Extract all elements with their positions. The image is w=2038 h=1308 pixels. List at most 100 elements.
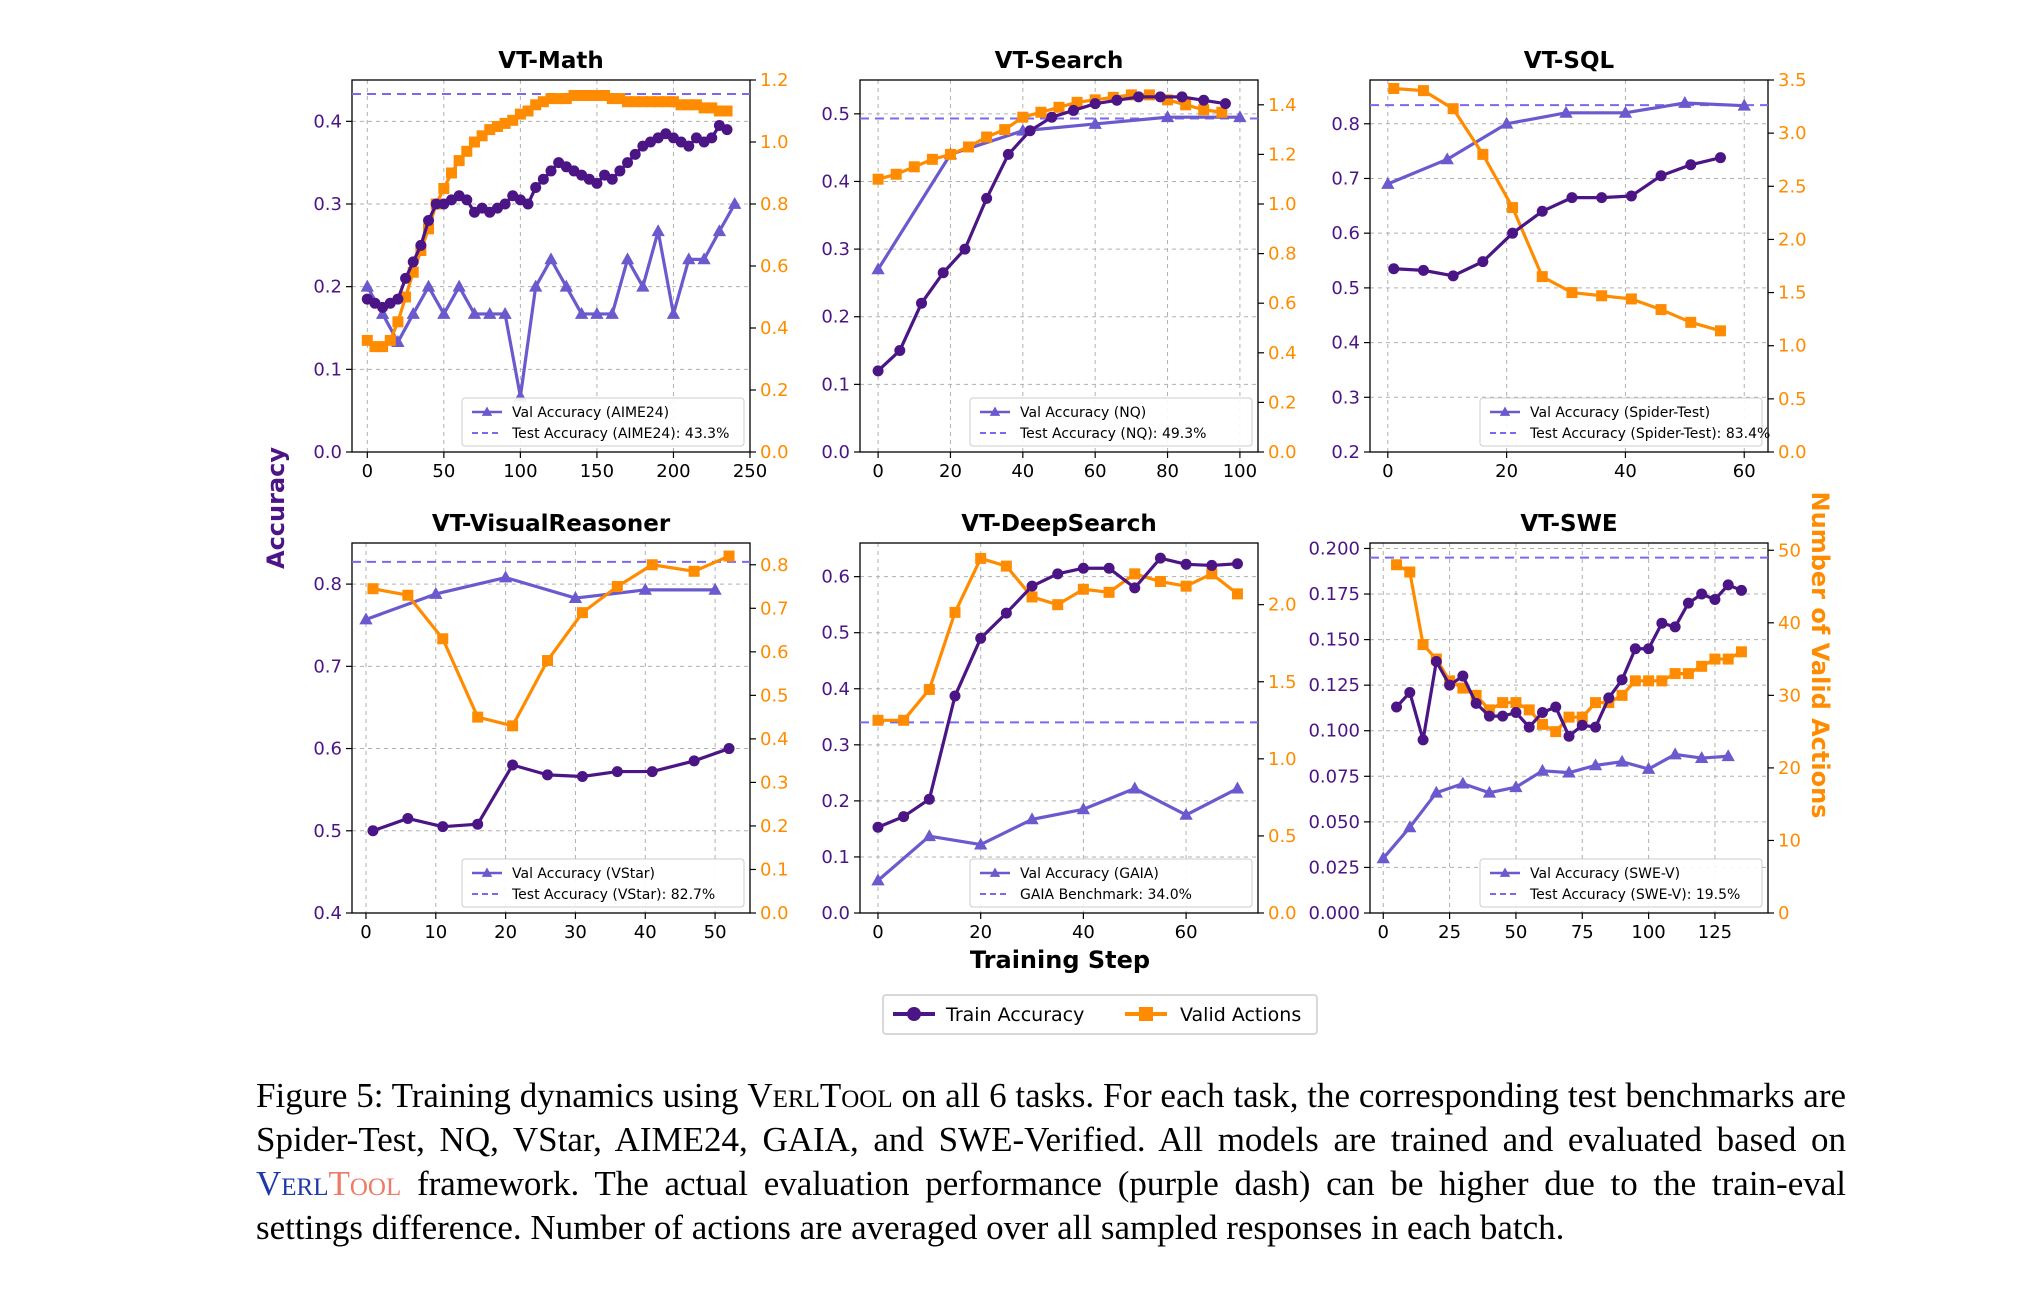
y2-tick-label: 0.1 bbox=[760, 859, 789, 880]
x-tick-label: 80 bbox=[1156, 461, 1179, 482]
chart-6: 0 25 50 75 100 1250.0000.0250.0500.0750.1000.… bbox=[1308, 511, 1800, 943]
valid-actions-point bbox=[1576, 711, 1588, 723]
x-tick-label: 250 bbox=[733, 461, 767, 482]
x-tick-label: 10 bbox=[424, 922, 447, 943]
y2-tick-label: 0.8 bbox=[1268, 244, 1297, 265]
train-accuracy-point bbox=[1714, 152, 1726, 164]
val-accuracy-point bbox=[651, 224, 665, 237]
chart-title: VT-VisualReasoner bbox=[432, 511, 671, 537]
x-tick-label: 60 bbox=[1084, 461, 1107, 482]
train-accuracy-point bbox=[591, 177, 603, 189]
valid-actions-point bbox=[1483, 704, 1495, 716]
valid-actions-point bbox=[437, 633, 449, 645]
y-tick-label: 0.2 bbox=[821, 791, 850, 812]
train-accuracy-point bbox=[1103, 562, 1115, 574]
y-tick-label: 0.1 bbox=[821, 374, 850, 395]
train-accuracy-line bbox=[372, 747, 730, 833]
train-accuracy-point bbox=[472, 818, 484, 830]
valid-actions-line bbox=[1395, 563, 1743, 734]
valid-actions-point bbox=[1180, 580, 1192, 592]
y-tick-label: 0.4 bbox=[313, 111, 342, 132]
valid-actions-point bbox=[400, 291, 412, 303]
val-accuracy-point bbox=[429, 586, 443, 599]
valid-actions-point bbox=[1536, 271, 1548, 283]
valid-actions-point bbox=[944, 148, 956, 160]
train-accuracy-point bbox=[723, 743, 735, 755]
legend-test-label: Test Accuracy (VStar): 82.7% bbox=[511, 887, 715, 903]
y2-tick-label: 0.0 bbox=[760, 903, 789, 924]
train-accuracy-point bbox=[872, 821, 884, 833]
x-tick-label: 0 bbox=[360, 922, 371, 943]
train-accuracy-point bbox=[975, 632, 987, 644]
legend-val-label: Val Accuracy (AIME24) bbox=[512, 405, 669, 421]
val-accuracy-point bbox=[871, 873, 885, 886]
caption-text-1: Training dynamics using bbox=[383, 1076, 748, 1115]
y-tick-label: 0.5 bbox=[821, 623, 850, 644]
train-accuracy-point bbox=[688, 755, 700, 767]
x-tick-label: 100 bbox=[503, 461, 537, 482]
valid-actions-point bbox=[646, 559, 658, 571]
valid-actions-point bbox=[1071, 96, 1083, 108]
train-accuracy-point bbox=[1052, 568, 1064, 580]
valid-actions-point bbox=[923, 683, 935, 695]
valid-actions-point bbox=[392, 316, 404, 328]
train-accuracy-point bbox=[1576, 719, 1588, 731]
train-accuracy-point bbox=[1735, 584, 1747, 596]
train-accuracy-point bbox=[1510, 707, 1522, 719]
legend-val-marker bbox=[481, 406, 493, 416]
val-accuracy-point bbox=[1376, 851, 1390, 864]
train-accuracy-point bbox=[1447, 270, 1459, 282]
x-tick-label: 125 bbox=[1698, 922, 1732, 943]
valid-actions-line bbox=[877, 93, 1223, 181]
valid-actions-point bbox=[611, 581, 623, 593]
panel-legend-box bbox=[1479, 858, 1763, 908]
val-accuracy-point bbox=[467, 306, 482, 319]
valid-actions-point bbox=[522, 105, 534, 117]
train-accuracy-point bbox=[430, 198, 442, 210]
valid-actions-point bbox=[568, 90, 580, 101]
chart-3: 0 20 40 60 0.2 0.3 0.4 0.5 0.6 0.7 0.8 0.0 0.5 1.0 1.5… bbox=[1331, 48, 1806, 482]
y-tick-label: 0.4 bbox=[313, 903, 342, 924]
valid-actions-point bbox=[438, 183, 450, 194]
y-tick-label: 0.2 bbox=[313, 277, 342, 298]
train-accuracy-point bbox=[1133, 91, 1145, 103]
val-accuracy-point bbox=[1721, 749, 1735, 762]
train-accuracy-point bbox=[530, 181, 542, 193]
train-accuracy-point bbox=[611, 766, 623, 778]
valid-actions-point bbox=[499, 117, 511, 129]
y2-tick-label: 2.0 bbox=[1268, 595, 1297, 616]
legend-train-label: Train Accuracy bbox=[945, 1004, 1084, 1026]
y-tick-label: 0.3 bbox=[821, 239, 850, 260]
train-accuracy-point bbox=[1685, 159, 1697, 171]
valid-actions-point bbox=[683, 99, 695, 111]
valid-actions-point bbox=[402, 589, 414, 601]
val-accuracy-point bbox=[1076, 802, 1091, 815]
train-accuracy-point bbox=[522, 198, 534, 210]
valid-actions-point bbox=[706, 102, 718, 114]
valid-actions-point bbox=[629, 96, 641, 108]
y2-tick-label: 0.2 bbox=[1268, 392, 1297, 413]
valid-actions-point bbox=[369, 341, 381, 353]
caption-verltool: VerlTool bbox=[747, 1076, 893, 1115]
y2-tick-label: 0.5 bbox=[1778, 389, 1807, 410]
valid-actions-point bbox=[675, 99, 687, 111]
chart-panels: 0 50 100 150 200 2500.00.10.20.30.40.00.20.40… bbox=[313, 48, 1806, 943]
caption-text-2: on all 6 tasks. For each task, the corre… bbox=[256, 1076, 1847, 1159]
valid-actions-point bbox=[560, 93, 572, 105]
val-accuracy-point bbox=[1233, 110, 1247, 123]
legend-val-label: Val Accuracy (VStar) bbox=[512, 866, 655, 882]
train-accuracy-point bbox=[1507, 227, 1519, 239]
valid-actions-point bbox=[1417, 85, 1429, 97]
val-accuracy-line bbox=[1382, 752, 1729, 860]
train-accuracy-point bbox=[1696, 588, 1708, 600]
val-accuracy-point bbox=[1562, 765, 1576, 778]
y2-tick-label: 0.8 bbox=[760, 555, 789, 576]
valid-actions-point bbox=[1035, 106, 1047, 118]
train-accuracy-point bbox=[1523, 721, 1535, 733]
valid-actions-point bbox=[507, 720, 519, 732]
panel-legend-box bbox=[1479, 397, 1763, 447]
valid-actions-point bbox=[1077, 583, 1089, 595]
valid-actions-point bbox=[1391, 559, 1403, 571]
y-tick-label: 0.075 bbox=[1308, 766, 1360, 787]
y2-tick-label: 1.2 bbox=[760, 70, 789, 91]
